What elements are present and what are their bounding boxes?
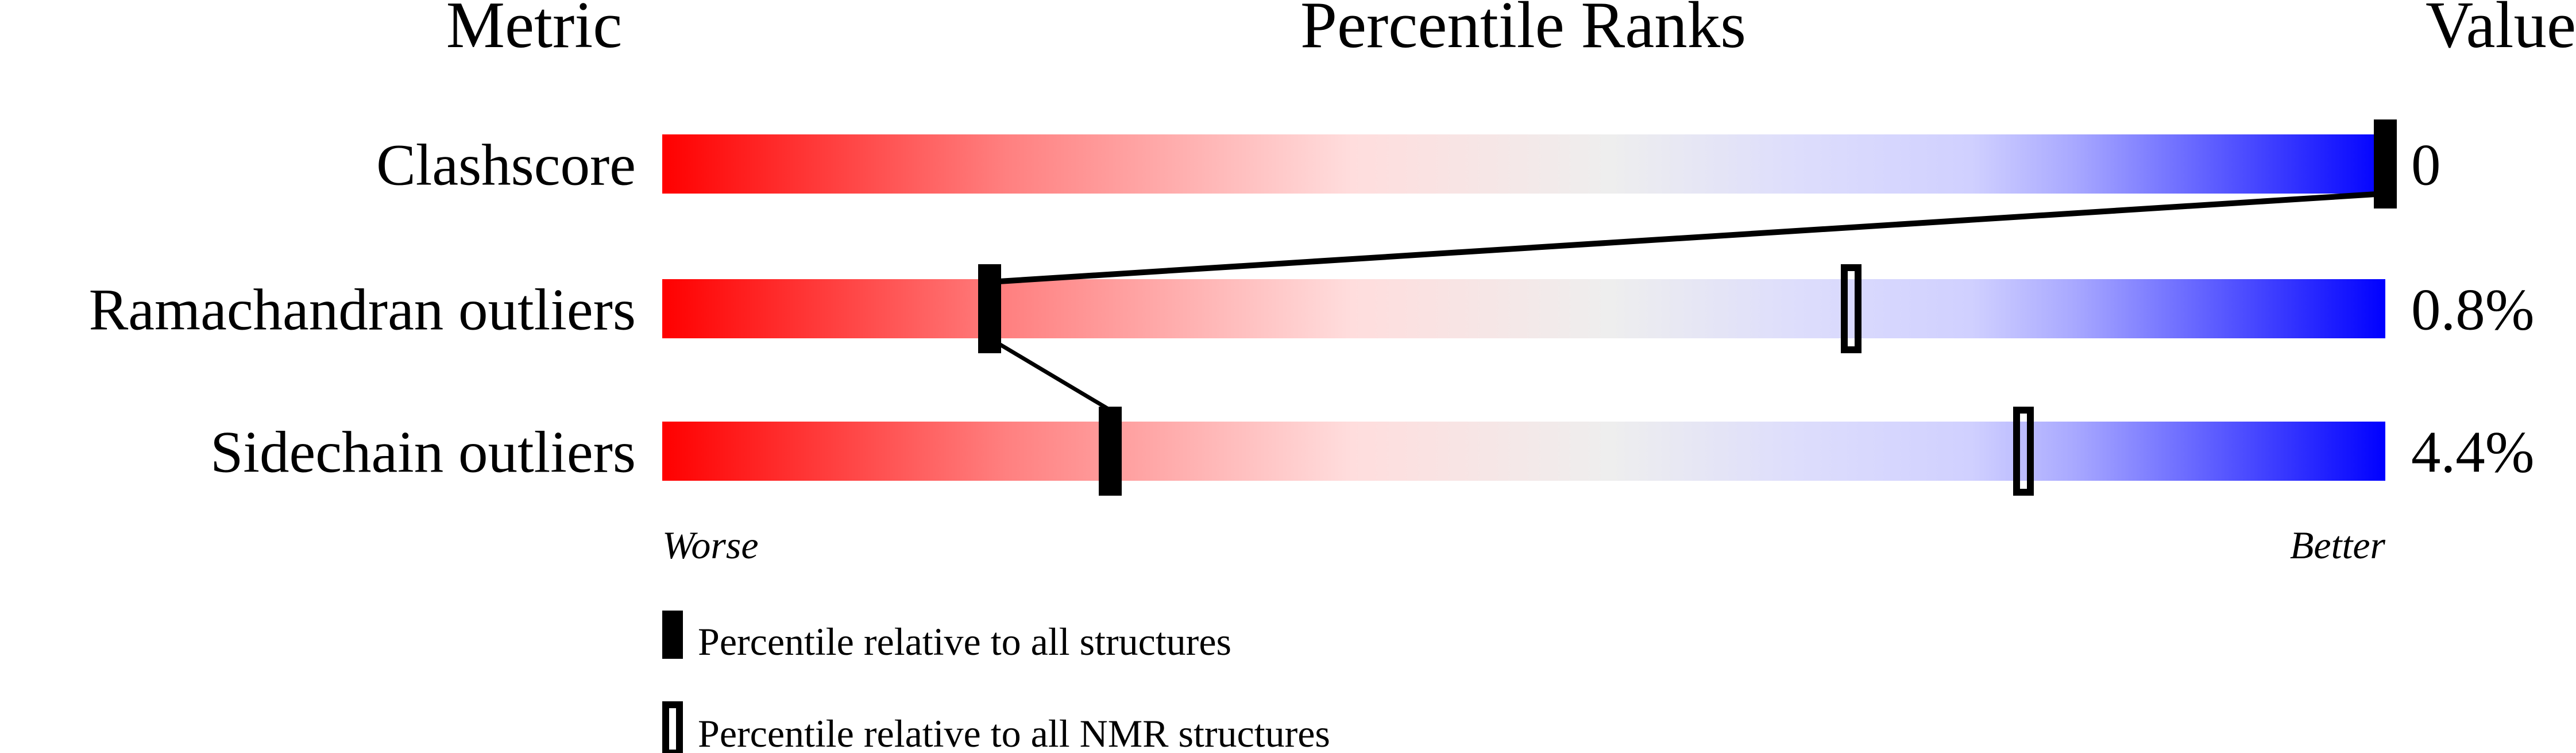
metric-value: 0.8%: [2411, 277, 2535, 343]
percentile-bar: [662, 422, 2385, 481]
header-percentile-ranks: Percentile Ranks: [1300, 0, 1746, 61]
legend-nmr-structures: Percentile relative to all NMR structure…: [698, 712, 1330, 753]
metric-label: Sidechain outliers: [210, 420, 636, 485]
connector-line: [989, 191, 2386, 285]
marker-nmr-structures: [2013, 407, 2034, 496]
marker-nmr-structures: [1841, 264, 1861, 353]
metric-label: Ramachandran outliers: [89, 277, 636, 343]
legend-all-structures: Percentile relative to all structures: [698, 620, 1231, 663]
percentile-bar: [662, 134, 2385, 194]
better-label: Better: [2290, 523, 2386, 567]
percentile-bar: [662, 279, 2385, 338]
connector-line: [988, 336, 1111, 412]
metric-value: 4.4%: [2411, 420, 2535, 485]
header-value: Value: [2426, 0, 2576, 61]
header-metric: Metric: [446, 0, 623, 61]
legend-open-marker: [662, 701, 683, 753]
worse-label: Worse: [662, 523, 759, 567]
metric-value: 0: [2411, 133, 2441, 198]
marker-all-structures: [2374, 119, 2397, 208]
metric-label: Clashscore: [376, 133, 636, 198]
legend-filled-marker: [662, 611, 683, 659]
marker-all-structures: [978, 264, 1001, 353]
marker-all-structures: [1099, 407, 1122, 496]
